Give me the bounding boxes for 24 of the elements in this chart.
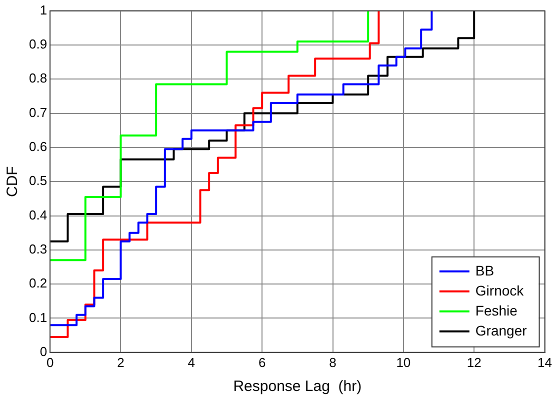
x-tick-label: 14 bbox=[538, 354, 552, 370]
y-tick-label: 0.6 bbox=[28, 139, 48, 154]
y-axis-title: CDF bbox=[4, 166, 22, 198]
y-tick-label: 0 bbox=[40, 344, 48, 359]
y-tick-label: 1 bbox=[40, 2, 48, 18]
y-tick-label: 0.5 bbox=[28, 173, 48, 188]
legend-label: Girnock bbox=[475, 282, 525, 298]
y-tick-label: 0.2 bbox=[28, 276, 48, 291]
x-tick-label: 12 bbox=[466, 354, 482, 370]
legend-label: Feshie bbox=[475, 302, 518, 318]
x-tick-label: 4 bbox=[188, 354, 196, 370]
x-tick-label: 2 bbox=[117, 354, 124, 370]
x-axis-title: Response Lag (hr) bbox=[233, 378, 362, 396]
legend-label: BB bbox=[475, 262, 494, 278]
y-tick-label: 0.9 bbox=[28, 36, 48, 52]
x-tick-label: 10 bbox=[396, 354, 411, 370]
x-tick-label: 8 bbox=[329, 354, 336, 370]
x-tick-label: 6 bbox=[258, 354, 266, 370]
y-tick-label: 0.3 bbox=[28, 242, 48, 256]
y-tick-label: 0.7 bbox=[28, 104, 48, 120]
y-tick-label: 0.4 bbox=[28, 207, 48, 222]
y-tick-label: 0.1 bbox=[28, 310, 48, 325]
legend-label: Granger bbox=[475, 322, 528, 338]
y-tick-label: 0.8 bbox=[28, 70, 48, 86]
